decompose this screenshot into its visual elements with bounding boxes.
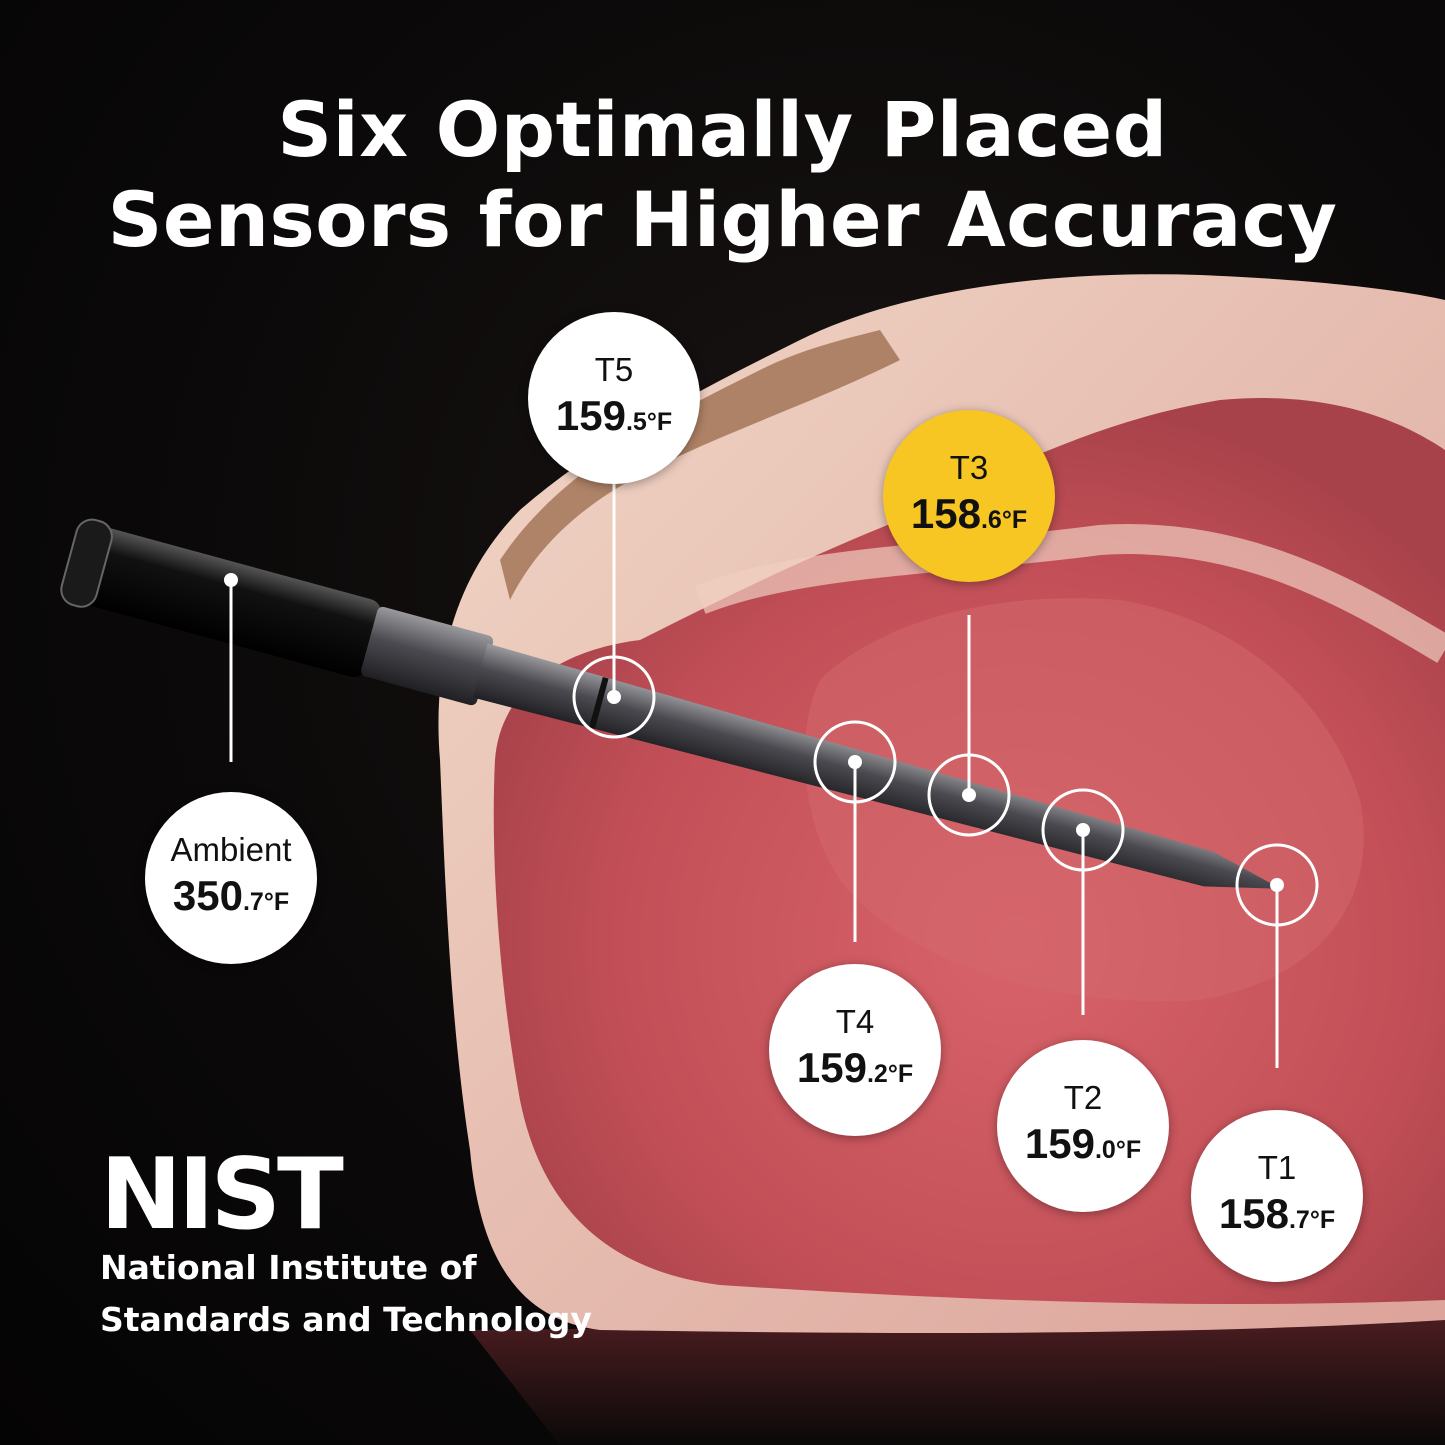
sensor-bubble-ambient: Ambient 350.7°F <box>145 792 317 964</box>
ambient-dot <box>224 573 238 587</box>
t1-dot <box>1270 878 1284 892</box>
sensor-reading: 158.7°F <box>1218 1190 1336 1237</box>
sensor-reading: 159.0°F <box>1024 1120 1142 1167</box>
sensor-bubble-t1: T1 158.7°F <box>1191 1110 1363 1282</box>
sensor-label: T4 <box>835 1003 875 1040</box>
nist-logo-mark: NIST <box>100 1138 344 1252</box>
probe-collar <box>361 606 494 706</box>
sensor-markers <box>229 484 1319 1068</box>
sensor-bubble-t3: T3 158.6°F <box>883 410 1055 582</box>
t1-ring <box>1235 843 1319 927</box>
meat-reflection <box>470 1320 1445 1445</box>
sensor-bubble-t2: T2 159.0°F <box>997 1040 1169 1212</box>
sensor-bubble-t4: T4 159.2°F <box>769 964 941 1136</box>
sensor-reading: 350.7°F <box>172 872 290 919</box>
probe-handle-cap <box>60 518 113 608</box>
sensor-label: T1 <box>1257 1149 1297 1186</box>
sensor-reading: 159.2°F <box>796 1044 914 1091</box>
probe-handle <box>67 524 382 677</box>
sensor-reading: 159.5°F <box>555 392 673 439</box>
sensor-label: Ambient <box>170 831 292 868</box>
nist-logo: NIST National Institute of Standards and… <box>100 1138 592 1342</box>
sensor-label: T2 <box>1063 1079 1103 1116</box>
headline-line-2: Sensors for Higher Accuracy <box>107 175 1338 264</box>
sensor-label: T5 <box>594 351 634 388</box>
t5-ring <box>572 655 656 739</box>
t5-dot <box>607 690 621 704</box>
nist-name-line-2: Standards and Technology <box>100 1300 592 1339</box>
t2-dot <box>1076 823 1090 837</box>
t4-dot <box>848 755 862 769</box>
sensor-label: T3 <box>949 449 989 486</box>
meat-eye <box>804 598 1364 1002</box>
meat-crust <box>500 330 900 600</box>
t4-ring <box>813 720 897 804</box>
headline-line-1: Six Optimally Placed <box>277 85 1168 174</box>
sensor-reading: 158.6°F <box>910 490 1028 537</box>
t2-ring <box>1041 788 1125 872</box>
nist-name-line-1: National Institute of <box>100 1248 477 1287</box>
fat-seam <box>694 524 1445 663</box>
sensor-bubble-t5: T5 159.5°F <box>528 312 700 484</box>
t3-dot <box>962 788 976 802</box>
t3-ring <box>927 753 1011 837</box>
